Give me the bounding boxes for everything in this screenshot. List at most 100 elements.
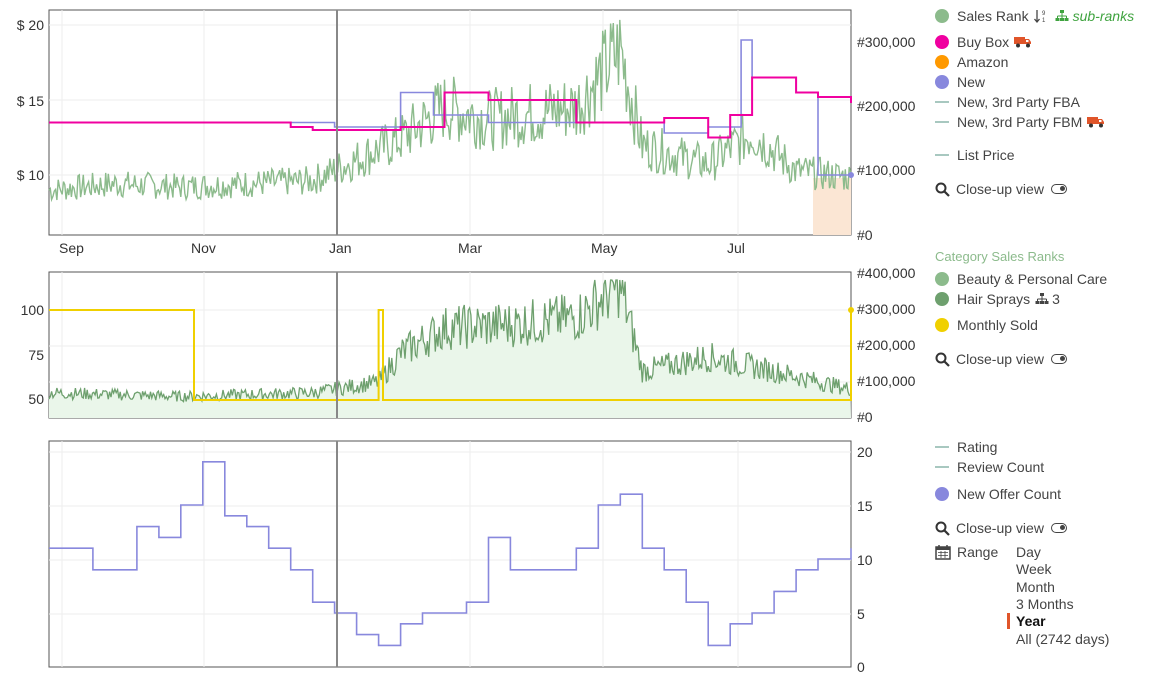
- legend-new-fba[interactable]: New, 3rd Party FBA: [935, 94, 1080, 110]
- new-offer-count-dot: [935, 487, 949, 501]
- range-all[interactable]: All (2742 days): [1016, 631, 1110, 647]
- new-fba-label: New, 3rd Party FBA: [957, 94, 1080, 110]
- range-week[interactable]: Week: [1016, 561, 1052, 577]
- range-3-months[interactable]: 3 Months: [1016, 596, 1074, 612]
- monthly-sold-dot: [935, 318, 949, 332]
- x-tick-jul: Jul: [727, 240, 745, 256]
- offer-tick-20: 20: [857, 444, 873, 460]
- search-icon: [935, 182, 950, 197]
- closeup-toggle[interactable]: [1050, 184, 1067, 194]
- range-year[interactable]: Year: [1016, 613, 1046, 629]
- hair-sprays-count: 3: [1052, 291, 1060, 307]
- x-tick-nov: Nov: [191, 240, 216, 256]
- x-tick-jan: Jan: [329, 240, 352, 256]
- rating-label: Rating: [957, 439, 998, 455]
- review-count-swatch: [935, 466, 949, 468]
- buy-box-line: [49, 76, 852, 139]
- svg-text:9: 9: [1042, 11, 1046, 17]
- offer-chart-grid: [49, 441, 851, 667]
- cat-tick-200k: #200,000: [857, 337, 916, 353]
- price-tick-20: $ 20: [17, 17, 44, 33]
- list-price-swatch: [935, 154, 949, 156]
- rank-tick-100k: #100,000: [857, 162, 916, 178]
- monthly-sold-label: Monthly Sold: [957, 317, 1038, 333]
- range-label: Range: [957, 544, 999, 560]
- rating-swatch: [935, 446, 949, 448]
- rank-chart-series: [48, 279, 854, 418]
- review-count-label: Review Count: [957, 459, 1045, 475]
- sold-tick-100: 100: [21, 302, 45, 318]
- offer-chart[interactable]: 20 15 10 5 0: [48, 440, 873, 675]
- legend-rating[interactable]: Rating: [935, 439, 997, 455]
- new-fbm-label: New, 3rd Party FBM: [957, 114, 1083, 130]
- offer-chart-frame: [48, 440, 852, 668]
- legend-amazon[interactable]: Amazon: [935, 54, 1008, 70]
- cat-tick-0: #0: [857, 409, 873, 425]
- offer-tick-0: 0: [857, 659, 865, 675]
- sales-rank-dot: [935, 9, 949, 23]
- legend-monthly-sold[interactable]: Monthly Sold: [935, 317, 1038, 333]
- svg-text:1: 1: [1042, 18, 1046, 24]
- legend-list-price[interactable]: List Price: [935, 147, 1015, 163]
- range-month[interactable]: Month: [1016, 579, 1055, 595]
- range-label-row: Range: [935, 544, 998, 560]
- truck-icon: [1087, 117, 1105, 128]
- offer-tick-5: 5: [857, 606, 865, 622]
- closeup-view-2[interactable]: Close-up view: [935, 351, 1067, 367]
- sold-tick-75: 75: [28, 347, 44, 363]
- offer-chart-series: [49, 461, 852, 647]
- price-tick-15: $ 15: [17, 93, 44, 109]
- sold-tick-50: 50: [28, 391, 44, 407]
- price-chart-grid: [49, 10, 851, 235]
- closeup-label: Close-up view: [956, 181, 1044, 197]
- hair-sprays-line: [48, 279, 851, 403]
- rank-chart[interactable]: 100 75 50 #400,000 #300,000 #200,000 #10…: [21, 265, 916, 425]
- rank-tick-300k: #300,000: [857, 34, 916, 50]
- monthly-sold-end-point: [848, 307, 854, 313]
- legend-buy-box[interactable]: Buy Box: [935, 34, 1032, 50]
- search-icon: [935, 352, 950, 367]
- monthly-sold-line: [49, 309, 852, 401]
- beauty-dot: [935, 272, 949, 286]
- closeup-label: Close-up view: [956, 520, 1044, 536]
- new-offer-count-line: [49, 461, 852, 647]
- x-tick-mar: Mar: [458, 240, 482, 256]
- legend-hair-sprays[interactable]: Hair Sprays 3: [935, 291, 1060, 307]
- legend-new-fbm[interactable]: New, 3rd Party FBM: [935, 114, 1105, 130]
- legend-review-count[interactable]: Review Count: [935, 459, 1044, 475]
- charts-area: $ 20 $ 15 $ 10 #300,000 #200,000 #100,00…: [17, 9, 916, 675]
- sort-icon[interactable]: 9 1: [1033, 8, 1049, 24]
- legend-new-offer-count[interactable]: New Offer Count: [935, 486, 1061, 502]
- new-price-end-point: [848, 172, 854, 178]
- legend-sales-rank[interactable]: Sales Rank 9 1 sub-ranks: [935, 8, 1134, 24]
- buy-box-label: Buy Box: [957, 34, 1010, 50]
- sitemap-icon: [1055, 10, 1069, 21]
- legend-beauty[interactable]: Beauty & Personal Care: [935, 271, 1107, 287]
- amazon-dot: [935, 55, 949, 69]
- price-chart[interactable]: $ 20 $ 15 $ 10 #300,000 #200,000 #100,00…: [17, 9, 916, 256]
- x-tick-sep: Sep: [59, 240, 84, 256]
- closeup-toggle[interactable]: [1050, 354, 1067, 364]
- range-day[interactable]: Day: [1016, 544, 1041, 560]
- beauty-label: Beauty & Personal Care: [957, 271, 1108, 287]
- new-label: New: [957, 74, 986, 90]
- sales-rank-line: [48, 19, 852, 203]
- cat-tick-400k: #400,000: [857, 265, 916, 281]
- buy-box-dot: [935, 35, 949, 49]
- search-icon: [935, 521, 950, 536]
- offer-tick-10: 10: [857, 552, 873, 568]
- fbm-line-swatch: [935, 121, 949, 123]
- hair-sprays-label: Hair Sprays: [957, 291, 1031, 307]
- fba-line-swatch: [935, 101, 949, 103]
- amazon-highlight: [813, 178, 851, 235]
- cat-tick-300k: #300,000: [857, 301, 916, 317]
- closeup-view-3[interactable]: Close-up view: [935, 520, 1067, 536]
- closeup-toggle[interactable]: [1050, 523, 1067, 533]
- hair-sprays-area: [49, 280, 851, 418]
- closeup-view-1[interactable]: Close-up view: [935, 181, 1067, 197]
- price-tick-10: $ 10: [17, 167, 44, 183]
- cat-tick-100k: #100,000: [857, 373, 916, 389]
- legend-new[interactable]: New: [935, 74, 985, 90]
- sub-ranks-link[interactable]: sub-ranks: [1072, 8, 1135, 24]
- rank-tick-0: #0: [857, 227, 873, 243]
